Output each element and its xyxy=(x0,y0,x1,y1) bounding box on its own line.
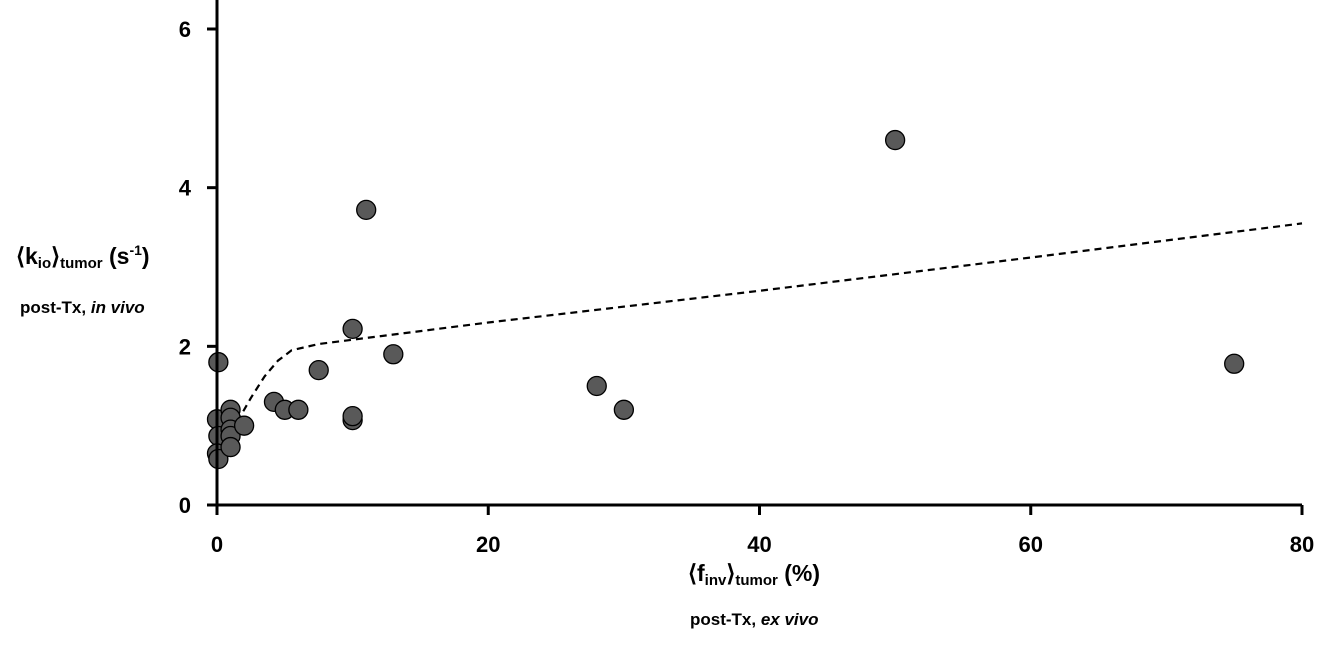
data-point xyxy=(356,199,377,221)
data-point xyxy=(288,399,309,420)
data-point xyxy=(884,129,906,151)
y-axis-label-line2-prefix: post-Tx, xyxy=(20,298,91,317)
y-tick-label: 0 xyxy=(179,493,191,518)
x-axis-label-bracket-close: ⟩ xyxy=(726,560,736,586)
x-tick-label: 0 xyxy=(211,532,223,557)
y-tick-label: 4 xyxy=(179,176,192,201)
x-tick-label: 20 xyxy=(476,532,500,557)
y-axis-label-symbol-sub: io xyxy=(37,255,52,272)
x-tick-label: 60 xyxy=(1019,532,1043,557)
x-tick-label: 80 xyxy=(1290,532,1314,557)
x-tick-label: 40 xyxy=(747,532,771,557)
data-point xyxy=(308,359,329,381)
y-axis-label-unit-post: ) xyxy=(141,243,150,269)
x-axis-label-symbol: f xyxy=(696,560,705,586)
data-point xyxy=(383,344,404,365)
data-point xyxy=(613,399,635,420)
x-axis-label-symbol-sub: inv xyxy=(704,572,727,589)
y-axis-label-line2: post-Tx, in vivo xyxy=(20,298,145,318)
x-axis-label-line2: post-Tx, ex vivo xyxy=(690,610,819,630)
y-tick-label: 2 xyxy=(179,334,191,359)
trend-line xyxy=(222,222,1303,443)
y-tick-label: 6 xyxy=(179,17,191,42)
data-point xyxy=(233,415,255,436)
y-axis-label: ⟨kio⟩tumor (s-1) xyxy=(16,242,150,272)
data-point xyxy=(342,318,363,340)
data-point xyxy=(1224,353,1245,374)
x-axis-label-line2-italic: ex vivo xyxy=(760,610,819,629)
x-axis-label-bracket-open: ⟨ xyxy=(688,560,697,586)
y-axis-label-bracket-close: ⟩ xyxy=(51,243,61,269)
x-axis-label-unit: (%) xyxy=(777,560,820,586)
y-axis-label-symbol: k xyxy=(24,243,38,269)
y-axis-label-unit-pre: (s xyxy=(102,243,130,269)
y-axis-label-line2-italic: in vivo xyxy=(90,298,145,317)
x-axis-label-line2-prefix: post-Tx, xyxy=(690,610,761,629)
data-point xyxy=(220,436,241,458)
data-point xyxy=(342,405,363,427)
data-point xyxy=(586,375,607,397)
y-axis-label-subscript: tumor xyxy=(60,255,103,272)
x-axis-label-subscript: tumor xyxy=(735,572,778,589)
x-axis-label: ⟨finv⟩tumor (%) xyxy=(688,560,820,589)
y-axis-label-bracket-open: ⟨ xyxy=(16,243,25,269)
y-axis-label-unit-sup: -1 xyxy=(129,242,142,258)
